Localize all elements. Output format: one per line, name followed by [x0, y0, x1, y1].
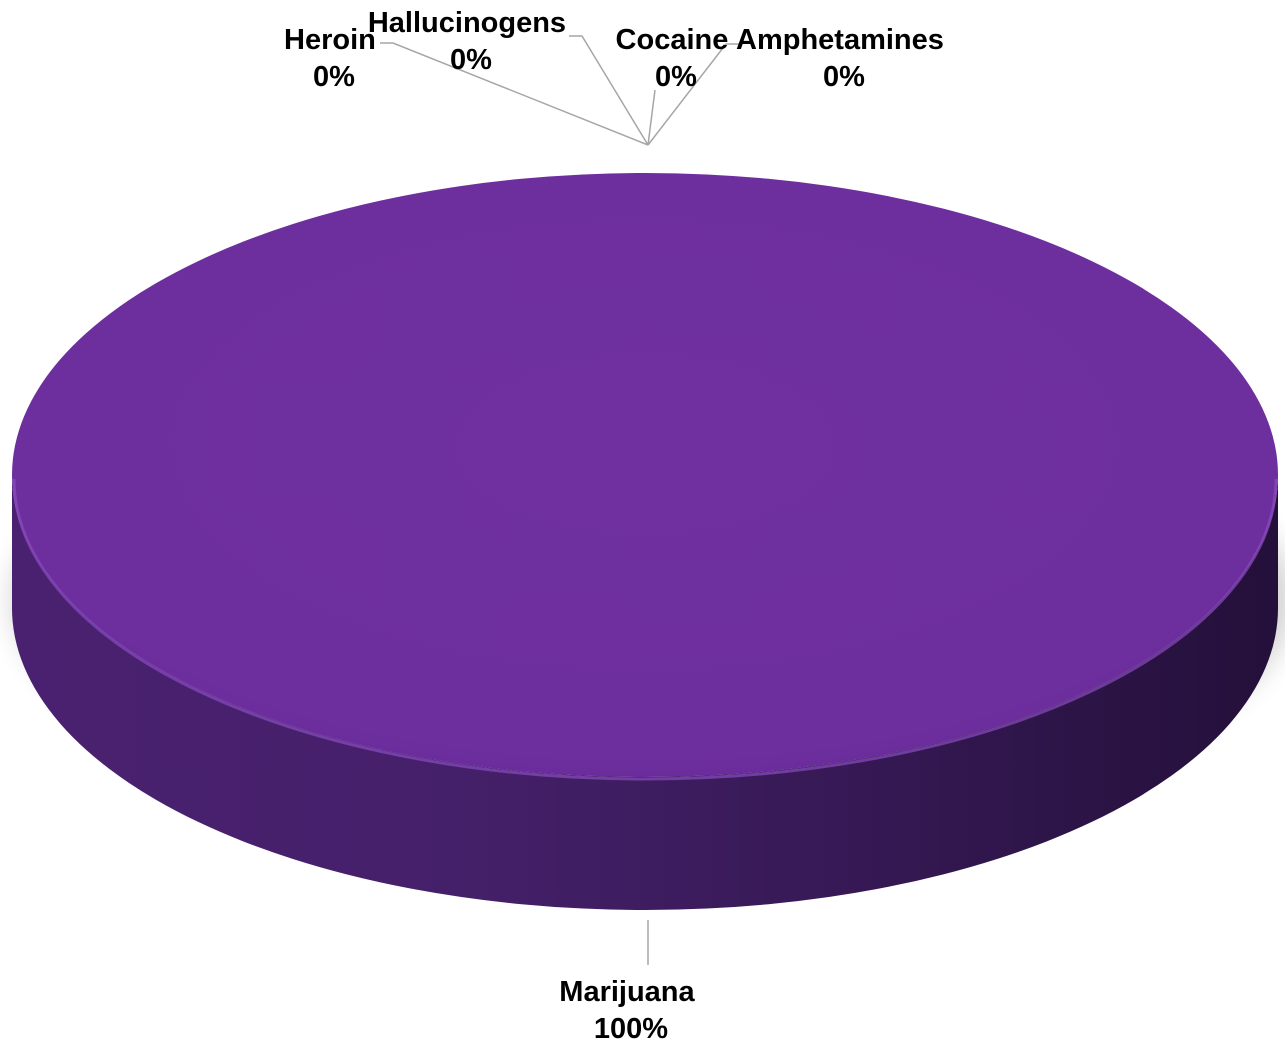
- data-label-amphetamines: Amphetamines 0%: [736, 24, 952, 93]
- data-label-hallucinogens-value: 0%: [450, 44, 492, 76]
- data-label-heroin: Heroin 0%: [284, 24, 384, 93]
- data-labels: Heroin 0% Hallucinogens 0% Cocaine 0% Am…: [284, 7, 952, 1045]
- data-label-heroin-name: Heroin: [284, 24, 376, 56]
- leader-lines: [380, 35, 740, 965]
- data-label-marijuana-name: Marijuana: [559, 976, 695, 1008]
- data-label-hallucinogens-name: Hallucinogens: [368, 7, 566, 39]
- pie-slice-marijuana: [12, 173, 1278, 777]
- data-label-cocaine-value: 0%: [655, 61, 697, 93]
- leader-line-hallucinogens: [569, 35, 649, 146]
- pie-slice-side: [12, 475, 1278, 910]
- leader-line-amphetamines: [647, 43, 740, 146]
- data-label-amphetamines-value: 0%: [823, 61, 865, 93]
- leader-line-heroin: [380, 42, 649, 146]
- data-label-cocaine-name: Cocaine: [616, 24, 729, 56]
- data-label-amphetamines-name: Amphetamines: [736, 24, 944, 56]
- data-label-marijuana: Marijuana 100%: [559, 976, 702, 1045]
- data-label-heroin-value: 0%: [313, 61, 355, 93]
- data-label-cocaine: Cocaine 0%: [616, 24, 737, 93]
- data-label-hallucinogens: Hallucinogens 0%: [368, 7, 574, 76]
- pie-rim-highlight: [12, 478, 1278, 781]
- leader-line-cocaine: [647, 89, 656, 146]
- data-label-marijuana-value: 100%: [594, 1013, 668, 1045]
